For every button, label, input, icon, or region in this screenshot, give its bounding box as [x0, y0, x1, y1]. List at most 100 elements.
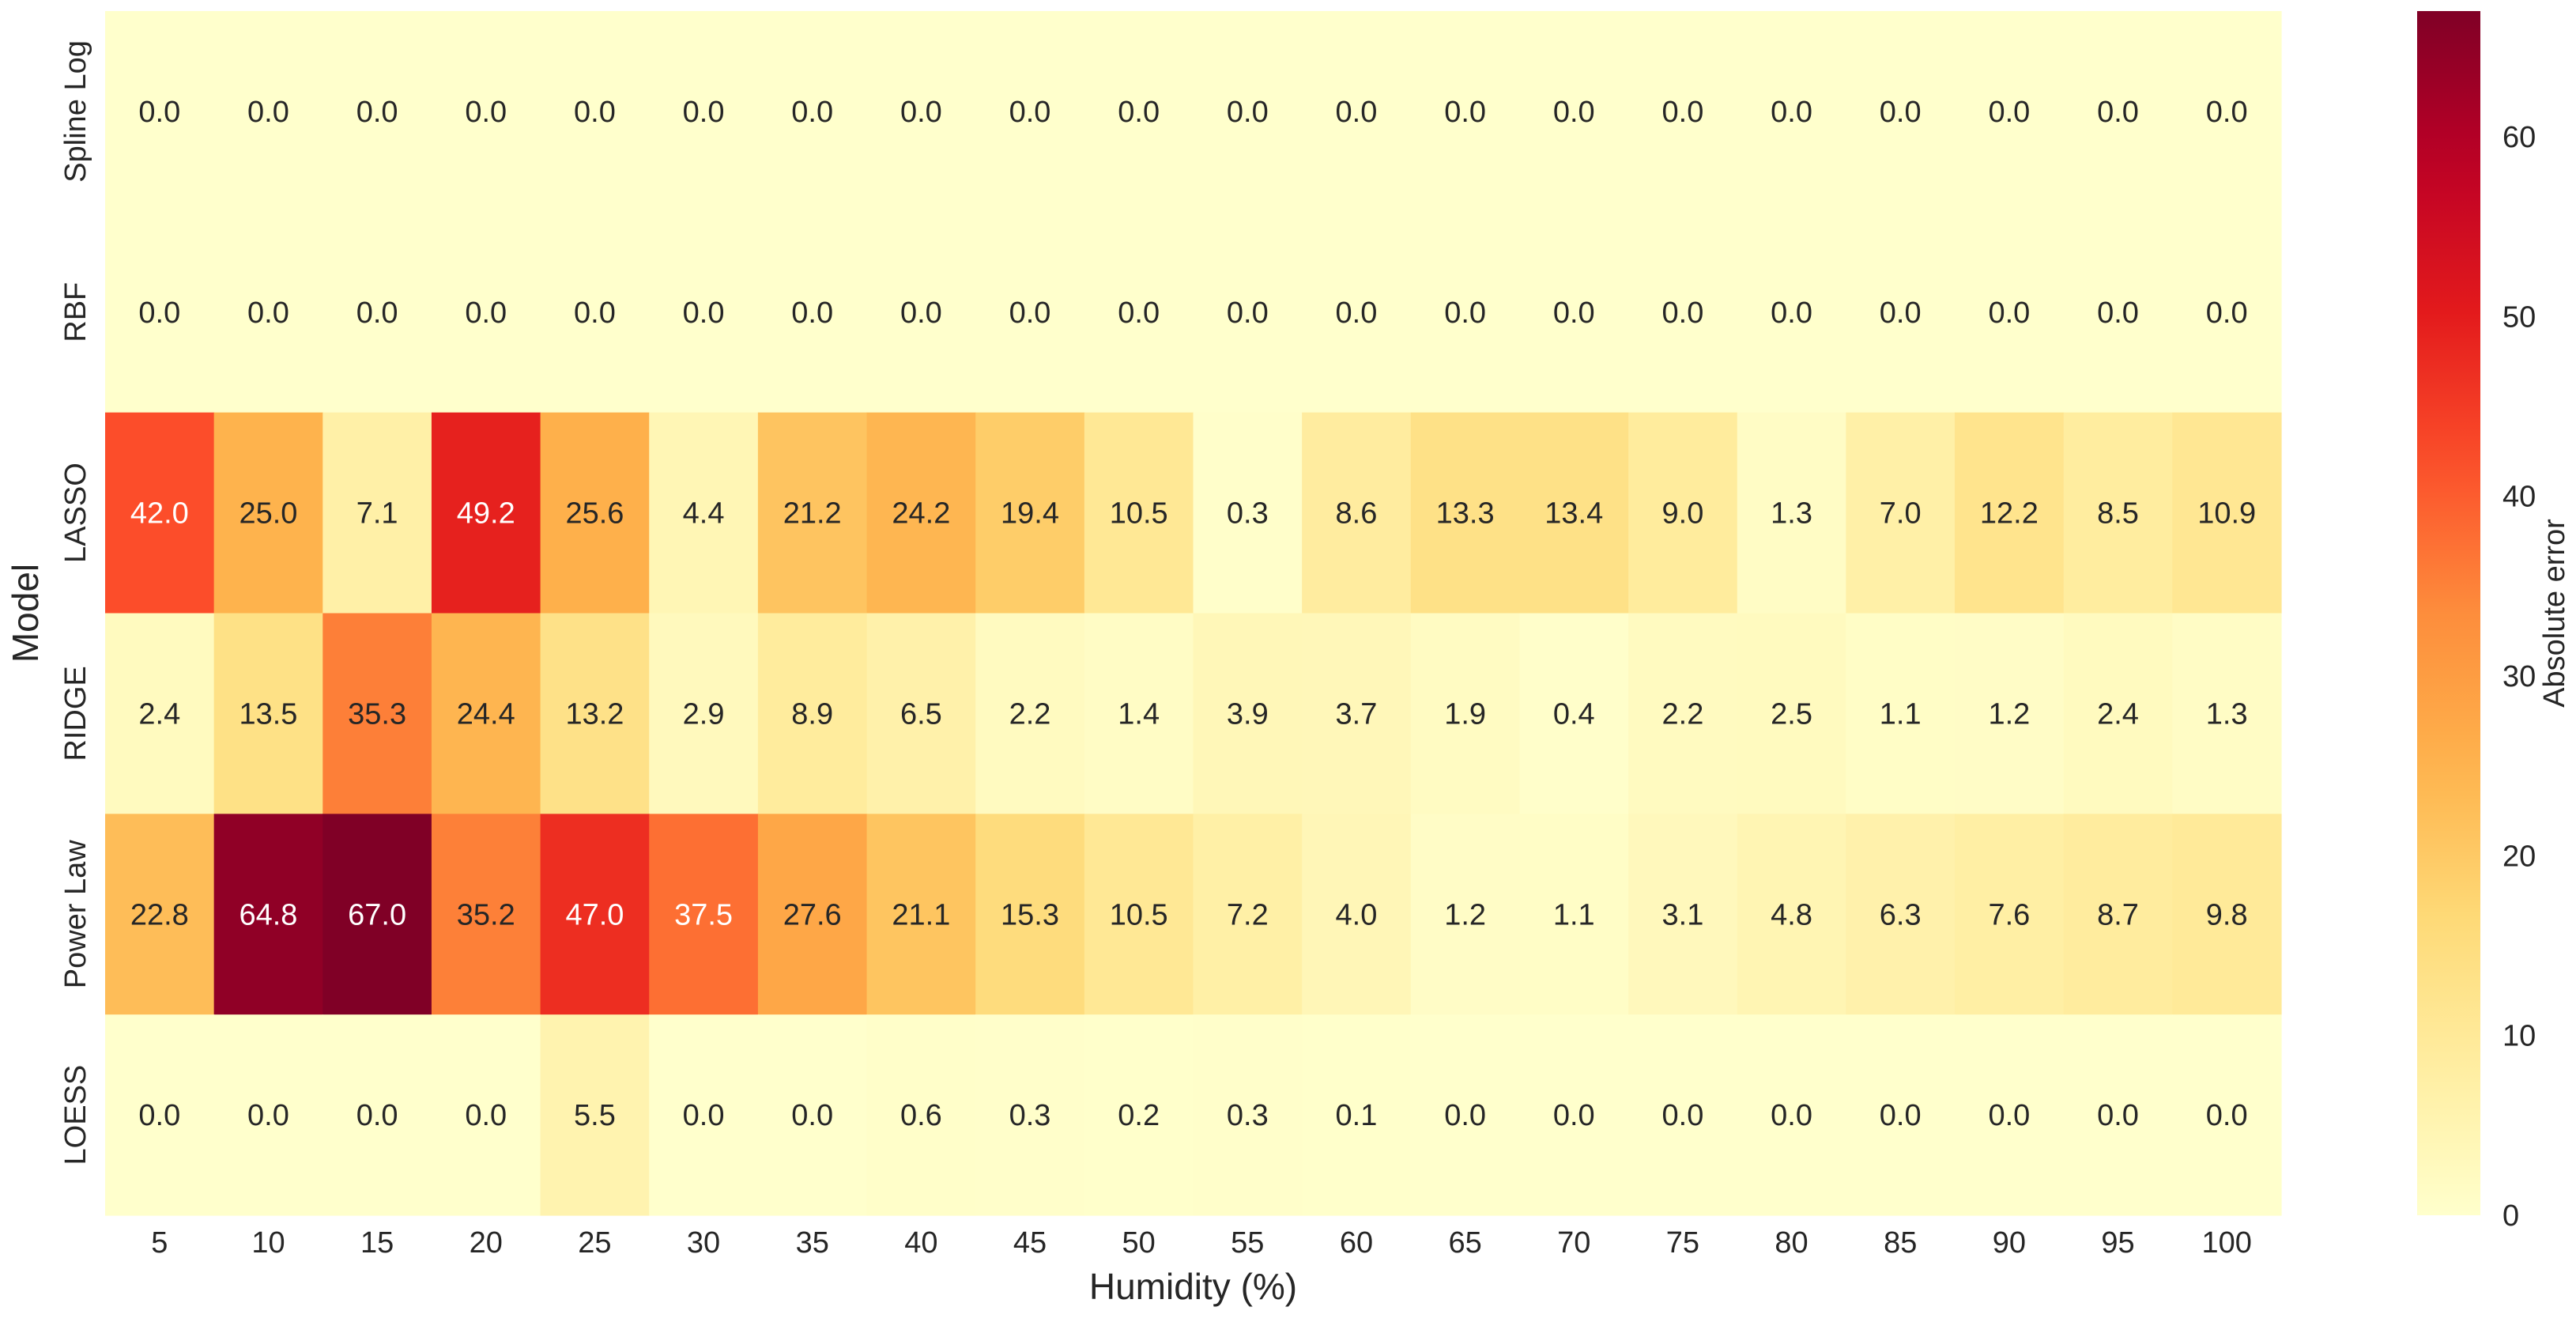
cell-value-label: 37.5 — [674, 898, 733, 931]
heatmap-cell — [431, 1014, 541, 1216]
heatmap-cell — [649, 211, 759, 414]
cell-value-label: 67.0 — [348, 898, 406, 931]
cell-value-label: 0.0 — [1662, 297, 1704, 330]
x-tick-label: 55 — [1231, 1226, 1264, 1260]
cell-value-label: 0.0 — [356, 96, 398, 129]
heatmap-cell — [2063, 613, 2173, 814]
colorbar-title: Absolute error — [2538, 519, 2571, 708]
heatmap-cell — [866, 814, 976, 1015]
x-tick-label: 100 — [2201, 1226, 2251, 1260]
heatmap-cell — [975, 814, 1085, 1015]
cell-value-label: 8.5 — [2097, 497, 2139, 531]
heatmap-cell — [322, 1014, 432, 1216]
heatmap-cell — [1737, 613, 1846, 814]
cell-value-label: 0.0 — [683, 297, 725, 330]
cell-value-label: 21.1 — [892, 898, 950, 931]
heatmap-cell — [1846, 211, 1956, 414]
heatmap-cell — [105, 613, 215, 814]
heatmap-cell — [757, 412, 868, 614]
cell-value-label: 0.0 — [2097, 297, 2139, 330]
heatmap-cell — [1084, 613, 1194, 814]
cell-value-label: 7.1 — [356, 497, 398, 531]
x-tick-label: 30 — [687, 1226, 720, 1260]
heatmap-cell — [2172, 11, 2282, 213]
cell-value-label: 2.2 — [1009, 697, 1051, 731]
cell-value-label: 47.0 — [565, 898, 624, 931]
cell-value-label: 2.4 — [138, 697, 180, 731]
y-tick-label: RBF — [59, 282, 92, 342]
cell-value-label: 0.0 — [1988, 96, 2030, 129]
heatmap-cell — [1410, 814, 1521, 1015]
colorbar-gradient — [2417, 11, 2480, 1215]
heatmap-cell — [2172, 1014, 2282, 1216]
heatmap-cell — [1628, 814, 1738, 1015]
cell-value-label: 0.0 — [247, 297, 289, 330]
colorbar-tick-label: 40 — [2502, 481, 2536, 514]
heatmap-cell — [1084, 814, 1194, 1015]
cell-value-label: 27.6 — [783, 898, 842, 931]
cell-value-label: 24.4 — [457, 697, 515, 731]
cell-value-label: 4.4 — [683, 497, 725, 531]
cell-value-label: 1.9 — [1444, 697, 1486, 731]
heatmap-cell — [105, 1014, 215, 1216]
cell-value-label: 0.0 — [138, 1099, 180, 1132]
cell-value-label: 8.9 — [791, 697, 833, 731]
cell-value-label: 0.0 — [2206, 96, 2248, 129]
heatmap-cell — [1302, 814, 1412, 1015]
heatmap-cell — [866, 11, 976, 213]
heatmap-cell — [1628, 1014, 1738, 1216]
cell-value-label: 0.0 — [1336, 297, 1378, 330]
heatmap-cell — [1846, 1014, 1956, 1216]
cell-value-label: 0.0 — [1553, 1099, 1595, 1132]
cell-value-label: 24.2 — [892, 497, 950, 531]
heatmap-cell — [1955, 211, 2065, 414]
cell-value-label: 0.0 — [1444, 96, 1486, 129]
heatmap-cell — [975, 613, 1085, 814]
cell-value-label: 0.0 — [465, 297, 507, 330]
y-axis-title: Model — [5, 564, 46, 663]
heatmap-cell — [213, 412, 323, 614]
heatmap-cell — [2063, 1014, 2173, 1216]
x-tick-label: 15 — [360, 1226, 394, 1260]
heatmap-cell — [1628, 613, 1738, 814]
heatmap-cell — [2172, 814, 2282, 1015]
cell-value-label: 5.5 — [574, 1099, 616, 1132]
heatmap-cell-labels: 0.0 0.0 0.0 0.0 0.0 0.0 0.0 0.0 0.0 0.0 0.0 0.0 0.0 0… — [130, 96, 2256, 1132]
colorbar-ticks: 0 10 20 30 40 50 60 — [2502, 121, 2536, 1233]
heatmap-cell — [649, 412, 759, 614]
cell-value-label: 3.9 — [1227, 697, 1269, 731]
colorbar-tick-label: 60 — [2502, 121, 2536, 154]
x-tick-label: 85 — [1884, 1226, 1917, 1260]
heatmap-cell — [431, 412, 541, 614]
cell-value-label: 35.2 — [457, 898, 515, 931]
heatmap-cell — [1737, 11, 1846, 213]
heatmap-cell — [540, 412, 650, 614]
x-tick-label: 5 — [151, 1226, 168, 1260]
cell-value-label: 1.2 — [1988, 697, 2030, 731]
cell-value-label: 1.2 — [1444, 898, 1486, 931]
heatmap-cell — [213, 11, 323, 213]
cell-value-label: 0.0 — [1336, 96, 1378, 129]
cell-value-label: 0.0 — [791, 297, 833, 330]
heatmap-cell — [1737, 1014, 1846, 1216]
x-tick-label: 80 — [1775, 1226, 1808, 1260]
heatmap-cell — [975, 11, 1085, 213]
cell-value-label: 0.0 — [1662, 1099, 1704, 1132]
heatmap-cell — [1193, 613, 1303, 814]
cell-value-label: 0.1 — [1336, 1099, 1378, 1132]
cell-value-label: 1.4 — [1118, 697, 1160, 731]
cell-value-label: 0.0 — [1227, 297, 1269, 330]
y-axis-ticks: Spline Log RBF LASSO RIDGE Power Law LOESS — [59, 40, 92, 1165]
cell-value-label: 0.0 — [1880, 96, 1922, 129]
cell-value-label: 0.0 — [1553, 96, 1595, 129]
y-tick-label: Power Law — [59, 840, 92, 989]
x-tick-label: 75 — [1666, 1226, 1699, 1260]
cell-value-label: 13.3 — [1436, 497, 1495, 531]
heatmap-cell — [975, 1014, 1085, 1216]
heatmap-cell — [322, 11, 432, 213]
heatmap-cell — [1737, 412, 1846, 614]
heatmap-cell — [975, 412, 1085, 614]
cell-value-label: 0.0 — [465, 96, 507, 129]
cell-value-label: 0.0 — [1009, 96, 1051, 129]
